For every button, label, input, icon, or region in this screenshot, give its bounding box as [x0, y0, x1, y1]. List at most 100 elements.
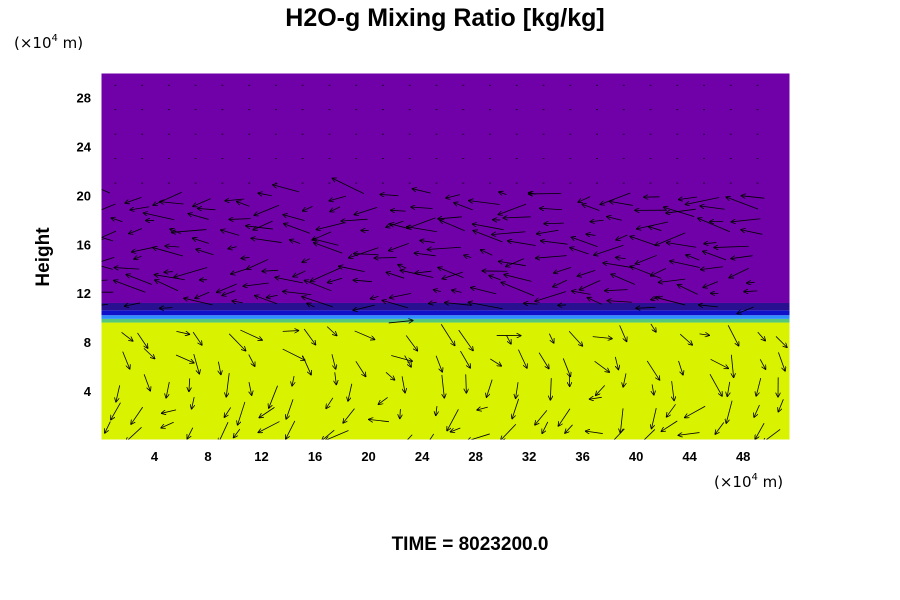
y-tick-label: 12	[77, 286, 91, 301]
wind-vector	[195, 249, 214, 256]
wind-vector	[116, 385, 121, 402]
wind-vector	[355, 361, 366, 377]
wind-vector	[636, 221, 669, 229]
wind-vector	[600, 192, 631, 205]
wind-vector	[507, 241, 536, 246]
wind-vector	[615, 234, 628, 240]
wind-vector	[759, 359, 766, 369]
wind-vector	[534, 410, 548, 425]
field-band-3	[101, 310, 790, 316]
wind-vector	[161, 421, 174, 428]
wind-vector-field	[101, 84, 788, 440]
wind-vector	[755, 422, 765, 440]
y-tick-label: 8	[84, 335, 91, 350]
wind-vector	[757, 331, 766, 341]
x-tick-label: 4	[151, 449, 159, 464]
wind-vector	[460, 350, 470, 368]
wind-vector	[699, 206, 725, 210]
wind-vector	[412, 189, 431, 194]
y-unit-suffix: m)	[58, 34, 83, 52]
wind-vector	[254, 204, 280, 215]
wind-vector	[558, 408, 571, 427]
wind-vector	[703, 243, 717, 244]
y-axis-ticks: 4 8 12 16 20 24 28	[77, 90, 92, 399]
plot-area	[101, 73, 790, 440]
wind-vector	[131, 247, 153, 253]
wind-vector	[329, 206, 341, 212]
x-tick-label: 48	[736, 449, 750, 464]
wind-vector	[468, 201, 500, 205]
wind-vector	[194, 291, 210, 298]
wind-vector	[440, 324, 455, 346]
wind-vector	[436, 405, 437, 416]
wind-vector	[450, 427, 461, 432]
wind-vector	[476, 407, 488, 410]
wind-vector	[595, 385, 606, 395]
wind-vector	[433, 290, 441, 292]
wind-vector	[133, 256, 142, 259]
wind-vector	[743, 291, 758, 292]
wind-vector	[192, 198, 211, 207]
wind-vector	[348, 383, 353, 402]
wind-vector	[505, 258, 525, 267]
wind-vector	[437, 267, 464, 278]
wind-vector	[606, 217, 622, 221]
wind-vector	[498, 192, 507, 195]
wind-vector	[698, 305, 718, 307]
wind-vector	[325, 430, 349, 440]
wind-vector	[609, 201, 633, 206]
wind-vector	[414, 253, 436, 257]
x-tick-label: 44	[682, 449, 697, 464]
wind-vector	[352, 304, 375, 310]
wind-vector	[188, 214, 209, 220]
wind-vector	[480, 250, 493, 256]
wind-vector	[589, 397, 602, 399]
wind-vector	[534, 291, 566, 302]
wind-vector	[754, 404, 760, 418]
wind-vector	[229, 219, 251, 220]
wind-vector	[254, 295, 278, 305]
wind-vector	[523, 303, 538, 304]
wind-vector	[437, 217, 462, 219]
wind-vector	[382, 300, 408, 309]
wind-vector	[113, 280, 146, 293]
chart-title: H2O-g Mixing Ratio [kg/kg]	[285, 4, 604, 32]
x-unit-prefix: (×10	[714, 473, 752, 491]
wind-vector	[650, 268, 667, 276]
wind-vector	[506, 335, 511, 344]
wind-vector	[143, 348, 155, 359]
wind-vector	[354, 330, 376, 340]
wind-vector	[569, 247, 589, 255]
wind-vector	[165, 246, 180, 247]
wind-vector	[630, 266, 662, 279]
wind-vector	[253, 220, 273, 230]
wind-vector	[762, 429, 781, 440]
wind-vector	[274, 277, 304, 284]
time-label: TIME =	[392, 534, 459, 555]
wind-vector	[126, 274, 152, 285]
wind-vector	[154, 280, 179, 292]
wind-vector	[684, 405, 706, 418]
wind-vector	[643, 429, 656, 440]
wind-vector	[343, 408, 355, 424]
wind-vector	[427, 247, 461, 249]
wind-vector	[562, 358, 570, 377]
wind-vector	[740, 230, 763, 235]
wind-vector	[715, 422, 725, 435]
wind-vector	[498, 203, 527, 215]
wind-vector	[164, 272, 173, 273]
wind-vector	[216, 283, 237, 293]
wind-vector	[282, 348, 306, 360]
wind-vector	[152, 191, 182, 205]
wind-vector	[304, 280, 332, 292]
wind-vector	[571, 237, 598, 248]
wind-vector	[374, 258, 397, 259]
wind-vector	[231, 301, 243, 303]
wind-vector	[353, 280, 373, 282]
wind-vector	[370, 296, 379, 299]
wind-vector	[666, 404, 676, 417]
x-tick-label: 20	[361, 449, 375, 464]
wind-vector	[111, 402, 121, 421]
wind-vector	[648, 227, 662, 231]
moisture-field	[101, 73, 790, 440]
